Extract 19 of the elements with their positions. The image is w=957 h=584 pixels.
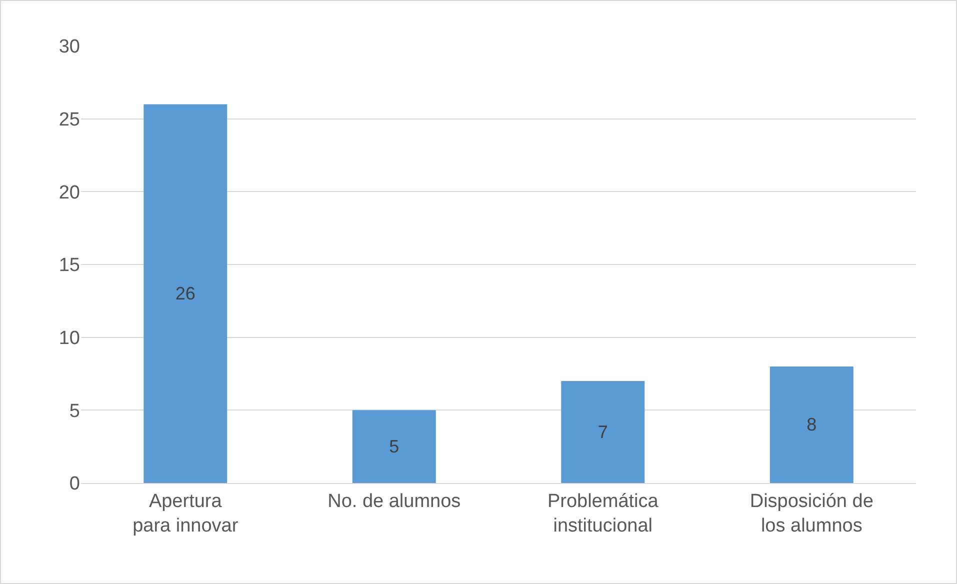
y-tick-label: 10 bbox=[58, 328, 80, 349]
x-tick-label: Problemática institucional bbox=[547, 490, 659, 536]
y-tick-label: 15 bbox=[58, 255, 80, 276]
y-tick-label: 30 bbox=[58, 36, 80, 58]
x-tick-label: Disposición de los alumnos bbox=[750, 490, 874, 536]
y-tick-label: 5 bbox=[69, 400, 80, 422]
data-label: 5 bbox=[389, 436, 400, 457]
x-tick-label: Apertura para innovar bbox=[132, 490, 239, 536]
data-label: 7 bbox=[598, 422, 608, 442]
x-tick-label: No. de alumnos bbox=[328, 490, 461, 512]
y-tick-label: 20 bbox=[58, 182, 80, 204]
bar bbox=[352, 410, 436, 483]
bar bbox=[561, 381, 645, 483]
data-label: 26 bbox=[175, 284, 196, 304]
data-label: 8 bbox=[806, 414, 817, 435]
y-tick-label: 25 bbox=[58, 109, 80, 130]
y-tick-label: 0 bbox=[69, 474, 80, 495]
bar bbox=[144, 104, 228, 483]
bar bbox=[770, 366, 854, 483]
